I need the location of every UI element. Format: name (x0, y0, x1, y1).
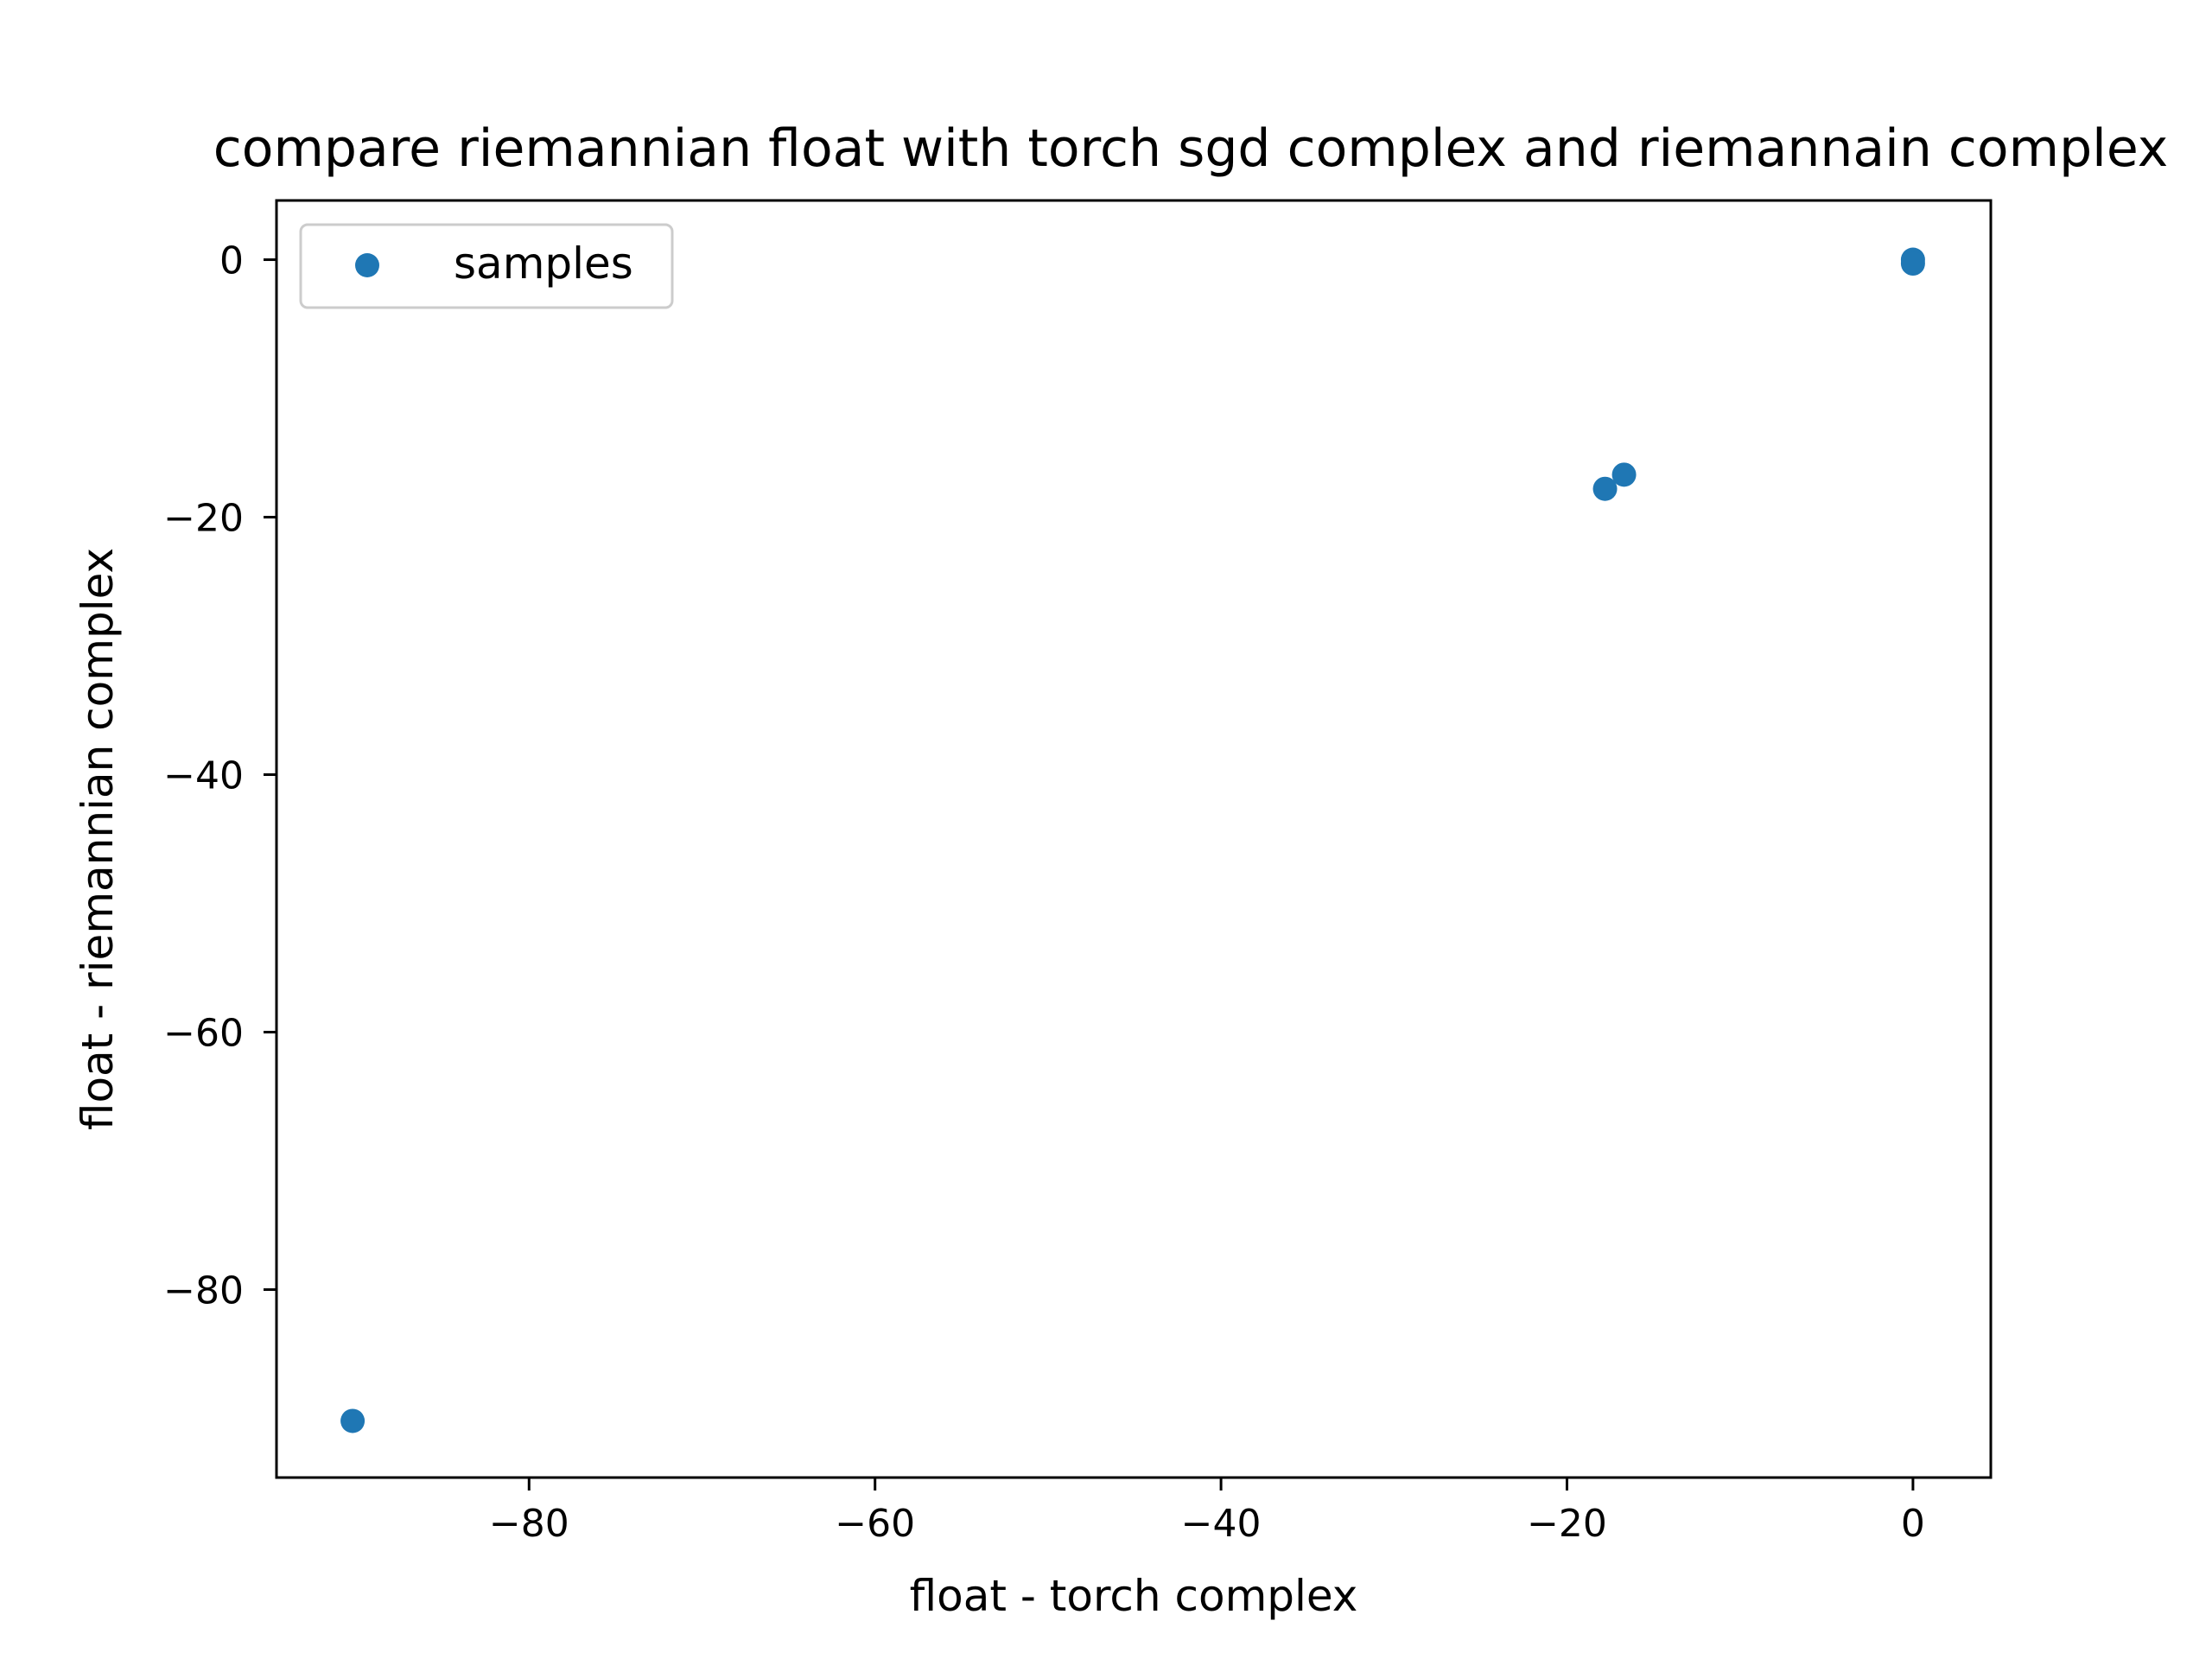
x-tick-label: −80 (489, 1502, 569, 1546)
y-tick-label: 0 (219, 239, 244, 283)
scatter-points (340, 247, 1925, 1433)
x-tick-label: −40 (1181, 1502, 1262, 1546)
scatter-point (1592, 476, 1618, 501)
y-tick-label: −80 (163, 1268, 244, 1313)
legend-marker (355, 253, 379, 277)
plot-frame (275, 199, 1993, 1479)
y-axis-label: float - riemannian complex (73, 548, 123, 1130)
x-axis-ticks: −80 −60 −40 −20 0 (489, 1478, 1925, 1546)
legend: samples (299, 223, 674, 309)
scatter-point (340, 1408, 365, 1433)
scatter-point (1611, 462, 1637, 487)
legend-box (299, 223, 674, 309)
x-axis-label: float - torch complex (910, 1571, 1358, 1621)
y-tick-label: −40 (163, 754, 244, 798)
legend-label-samples: samples (454, 238, 633, 289)
x-tick-label: 0 (1901, 1502, 1925, 1546)
x-tick-label: −20 (1527, 1502, 1607, 1546)
x-tick-label: −60 (835, 1502, 915, 1546)
y-tick-label: −60 (163, 1011, 244, 1055)
y-axis-ticks: 0 −20 −40 −60 −80 (163, 239, 276, 1313)
y-tick-label: −20 (163, 497, 244, 541)
scatter-point (1900, 251, 1925, 276)
chart-title: compare riemannian float with torch sgd … (213, 118, 2168, 179)
